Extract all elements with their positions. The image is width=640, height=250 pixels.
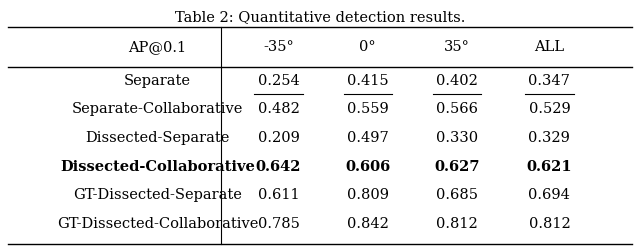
Text: Dissected-Separate: Dissected-Separate (85, 131, 230, 145)
Text: Separate-Collaborative: Separate-Collaborative (72, 102, 243, 116)
Text: 0.606: 0.606 (345, 160, 390, 173)
Text: ALL: ALL (534, 40, 564, 54)
Text: 0.559: 0.559 (347, 102, 388, 116)
Text: 0.529: 0.529 (529, 102, 570, 116)
Text: 0.329: 0.329 (529, 131, 570, 145)
Text: 0.627: 0.627 (435, 160, 480, 173)
Text: 35°: 35° (444, 40, 470, 54)
Text: 0.330: 0.330 (436, 131, 478, 145)
Text: 0.812: 0.812 (436, 217, 478, 231)
Text: 0.842: 0.842 (347, 217, 388, 231)
Text: 0.497: 0.497 (347, 131, 388, 145)
Text: GT-Dissected-Collaborative: GT-Dissected-Collaborative (57, 217, 258, 231)
Text: -35°: -35° (263, 40, 294, 54)
Text: AP@0.1: AP@0.1 (129, 40, 187, 54)
Text: 0.685: 0.685 (436, 188, 478, 202)
Text: 0.642: 0.642 (256, 160, 301, 173)
Text: 0.611: 0.611 (258, 188, 300, 202)
Text: 0.621: 0.621 (527, 160, 572, 173)
Text: 0.209: 0.209 (258, 131, 300, 145)
Text: 0.785: 0.785 (258, 217, 300, 231)
Text: 0.347: 0.347 (529, 74, 570, 88)
Text: GT-Dissected-Separate: GT-Dissected-Separate (73, 188, 242, 202)
Text: 0.566: 0.566 (436, 102, 478, 116)
Text: 0.254: 0.254 (258, 74, 300, 88)
Text: 0.812: 0.812 (529, 217, 570, 231)
Text: 0.809: 0.809 (347, 188, 388, 202)
Text: 0.415: 0.415 (347, 74, 388, 88)
Text: Dissected-Collaborative: Dissected-Collaborative (60, 160, 255, 173)
Text: Table 2: Quantitative detection results.: Table 2: Quantitative detection results. (175, 10, 465, 24)
Text: 0.482: 0.482 (258, 102, 300, 116)
Text: 0.402: 0.402 (436, 74, 478, 88)
Text: Separate: Separate (124, 74, 191, 88)
Text: 0°: 0° (360, 40, 376, 54)
Text: 0.694: 0.694 (529, 188, 570, 202)
